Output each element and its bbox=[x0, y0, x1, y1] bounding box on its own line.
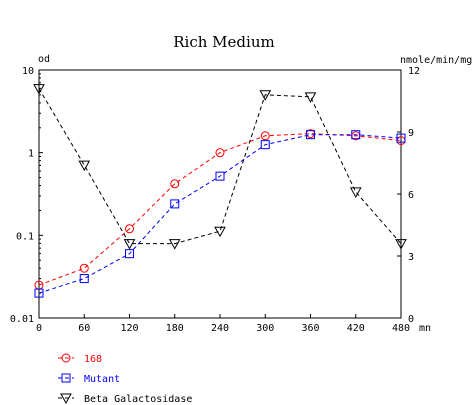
x-tick-label: 0 bbox=[36, 323, 42, 334]
data-point-circle bbox=[61, 353, 71, 363]
plot-frame bbox=[38, 69, 402, 319]
series-layer bbox=[33, 84, 407, 298]
x-tick-label: 120 bbox=[120, 323, 138, 334]
data-point-square bbox=[125, 249, 134, 259]
data-point-circle bbox=[79, 263, 89, 273]
x-tick-label: 60 bbox=[78, 323, 90, 334]
legend-label: Beta Galactosidase bbox=[84, 394, 192, 405]
y-left-axis-label: od bbox=[38, 54, 50, 65]
x-tick-label: 240 bbox=[211, 323, 229, 334]
data-point-triangle bbox=[349, 187, 362, 198]
y-right-tick-label: 6 bbox=[408, 190, 414, 201]
data-point-triangle bbox=[78, 160, 91, 172]
series-beta-galactosidase bbox=[33, 84, 407, 250]
series-line bbox=[38, 88, 402, 245]
x-tick-label: 480 bbox=[392, 323, 410, 334]
y-left-tick-label: 1 bbox=[28, 149, 34, 160]
x-tick-label: 360 bbox=[301, 323, 319, 334]
x-tick-label: 180 bbox=[166, 323, 184, 334]
x-axis-label: mn bbox=[419, 323, 431, 334]
data-point-circle bbox=[170, 179, 180, 189]
data-point-square bbox=[260, 140, 270, 150]
data-point-triangle bbox=[214, 226, 226, 238]
x-tick-label: 420 bbox=[347, 323, 365, 334]
data-point-circle bbox=[260, 131, 270, 141]
data-point-triangle bbox=[33, 84, 45, 95]
data-point-triangle bbox=[123, 239, 136, 250]
legend-label: 168 bbox=[84, 354, 102, 365]
y-left-tick-label: 0.1 bbox=[16, 231, 34, 242]
data-point-square bbox=[396, 133, 406, 143]
chart-title: Rich Medium bbox=[173, 33, 274, 51]
series-line bbox=[38, 134, 402, 294]
data-point-circle bbox=[215, 148, 225, 158]
ticks-layer: 0 60 120 180 240 300 360 420 480 0.01 0.1 1 10 0 3 6 9 12 bbox=[10, 66, 420, 334]
data-point-square bbox=[215, 171, 225, 181]
legend-item: Mutant bbox=[58, 373, 120, 385]
data-point-square bbox=[170, 199, 180, 209]
data-point-square bbox=[34, 288, 44, 298]
data-point-triangle bbox=[395, 239, 407, 250]
legend-item: Beta Galactosidase bbox=[58, 393, 192, 405]
data-point-triangle bbox=[304, 92, 317, 103]
y-right-tick-label: 12 bbox=[408, 66, 420, 77]
data-point-square bbox=[79, 274, 89, 284]
data-point-triangle bbox=[168, 239, 181, 250]
legend-label: Mutant bbox=[84, 374, 120, 385]
y-right-axis-label: nmole/min/mg bbox=[400, 55, 472, 66]
x-tick-label: 300 bbox=[256, 323, 274, 334]
data-point-square bbox=[306, 130, 315, 140]
series-mutant bbox=[34, 130, 406, 298]
data-point-triangle bbox=[259, 90, 272, 101]
series-168 bbox=[34, 129, 406, 290]
y-left-tick-label: 10 bbox=[22, 66, 34, 77]
data-point-square bbox=[351, 130, 361, 140]
data-point-triangle bbox=[60, 393, 72, 405]
legend-item: 168 bbox=[58, 353, 102, 365]
data-point-circle bbox=[125, 224, 134, 234]
legend: 168 Mutant Beta Galactosidase bbox=[58, 353, 192, 405]
y-right-tick-label: 9 bbox=[408, 128, 414, 139]
y-right-tick-label: 0 bbox=[408, 314, 414, 325]
y-right-tick-label: 3 bbox=[408, 252, 414, 263]
y-left-tick-label: 0.01 bbox=[10, 314, 34, 325]
data-point-square bbox=[61, 373, 71, 383]
